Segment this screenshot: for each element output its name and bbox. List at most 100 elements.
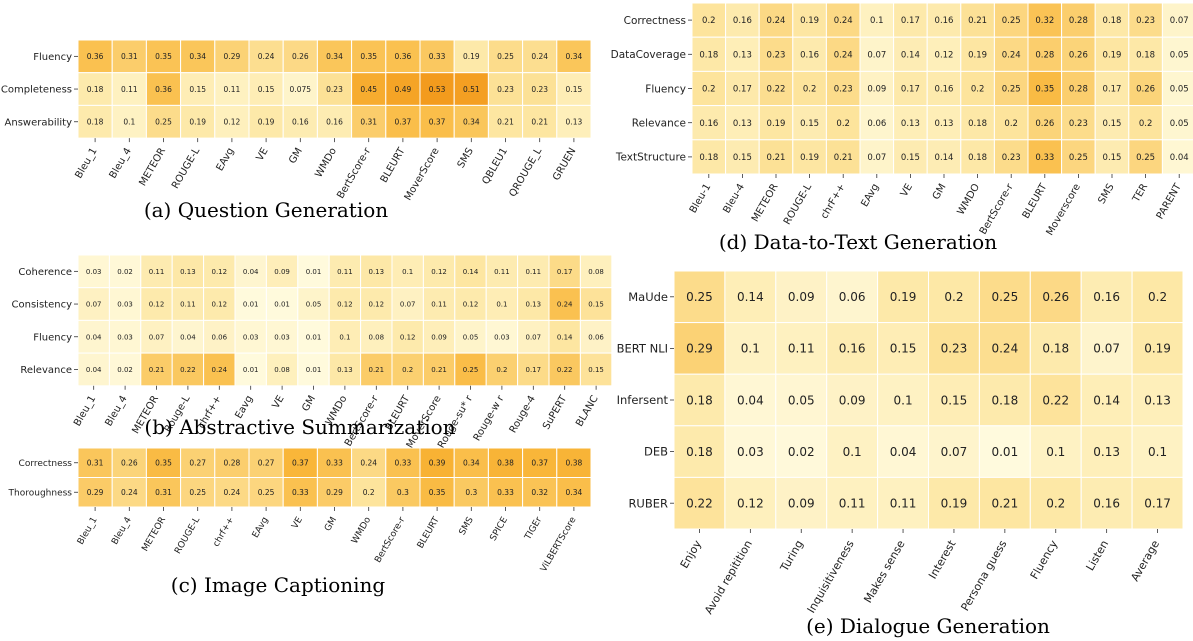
column-label: Bleu-1 (688, 182, 714, 215)
heatmap-cell (960, 36, 995, 72)
column-label: ROUGE-L (782, 182, 814, 227)
heatmap-cell (454, 352, 487, 387)
cell-value-label: 0.26 (1069, 50, 1088, 60)
column-label: Avoid repitition (702, 538, 755, 617)
heatmap-cell (1128, 105, 1163, 141)
cell-value-label: 0.2 (402, 366, 413, 374)
cell-value-label: 0.07 (149, 333, 165, 341)
cell-value-label: 0.11 (121, 85, 138, 94)
heatmap-cell (234, 254, 267, 289)
cell-value-label: 0.03 (86, 268, 102, 276)
heatmap-cell (1094, 139, 1130, 175)
column-label: MoverScore (403, 146, 442, 203)
column-label: Bleu_1 (72, 394, 98, 429)
cell-value-label: 0.08 (274, 366, 290, 374)
cell-value-label: 0.07 (526, 333, 542, 341)
cell-value-label: 0.12 (212, 268, 228, 276)
cell-value-label: 0.35 (429, 488, 446, 497)
column-label: SMS (456, 146, 476, 170)
cell-value-label: 0.21 (497, 117, 514, 126)
heatmap-cell (1029, 322, 1082, 375)
heatmap-cell (775, 476, 828, 530)
heatmap-cell (487, 477, 524, 508)
cell-value-label: 0.09 (839, 393, 866, 407)
heatmap-cell (826, 270, 879, 324)
heatmap-cell (556, 447, 592, 478)
cell-value-label: 0.24 (258, 52, 275, 61)
heatmap-cell (297, 319, 330, 354)
cell-value-label: 0.11 (839, 497, 866, 511)
cell-value-label: 0.31 (155, 488, 172, 497)
cell-value-label: 0.13 (1144, 393, 1171, 407)
cell-value-label: 0.12 (737, 497, 764, 511)
heatmap-cell (758, 70, 794, 107)
cell-value-label: 0.24 (212, 366, 228, 374)
column-label: Bleu_1 (76, 516, 100, 547)
cell-value-label: 0.24 (531, 52, 548, 61)
cell-value-label: 0.35 (360, 52, 377, 61)
cell-value-label: 0.3 (397, 488, 409, 497)
cell-value-label: 0.14 (901, 50, 920, 60)
heatmap-cell (556, 72, 592, 106)
cell-value-label: 0.19 (767, 119, 786, 129)
column-label: Persona guess (958, 538, 1009, 613)
heatmap-cell (453, 72, 489, 106)
heatmap-cell (248, 104, 284, 139)
heatmap-cell (877, 322, 929, 375)
cell-value-label: 0.13 (369, 268, 385, 276)
heatmap-cell (1080, 270, 1133, 324)
cell-value-label: 0.24 (767, 16, 786, 26)
heatmap-cell (282, 72, 318, 106)
column-label: Bleu_4 (110, 515, 134, 546)
heatmap-cell (77, 254, 110, 289)
heatmap-panel-4: 0.2 0.16 0.24 0.19 0.24 0.1 0.17 0.16 0.21 0.25 0.… (611, 2, 1193, 254)
cell-value-label: 0.38 (566, 458, 583, 467)
cell-value-label: 0.01 (306, 366, 322, 374)
heatmap-cell (1161, 2, 1193, 38)
cell-value-label: 0.07 (400, 301, 416, 309)
column-label: GM (323, 516, 339, 534)
heatmap-cell (111, 72, 147, 106)
heatmap-cell (454, 319, 487, 354)
cell-value-label: 0.2 (702, 85, 716, 95)
cell-value-label: 0.15 (733, 153, 752, 163)
cell-value-label: 0.28 (1035, 50, 1054, 60)
heatmap-cell (171, 254, 205, 289)
cell-value-label: 0.09 (867, 85, 886, 95)
cell-value-label: 0.09 (431, 333, 447, 341)
heatmap-cell (422, 254, 456, 289)
heatmap-cell (180, 447, 216, 478)
column-label: Makes sense (861, 538, 907, 605)
heatmap-cell (825, 70, 861, 107)
cell-value-label: 0.25 (1002, 16, 1021, 26)
cell-value-label: 0.21 (968, 16, 987, 26)
row-label: DataCoverage (611, 49, 686, 61)
heatmap-cell (360, 352, 393, 387)
column-label: WMDo (350, 515, 373, 546)
row-label: Infersent (617, 393, 669, 407)
heatmap-cell (792, 2, 827, 38)
cell-value-label: 0.03 (117, 301, 133, 309)
cell-value-label: 0.06 (839, 290, 866, 304)
heatmap-cell (422, 287, 456, 321)
cell-value-label: 0.2 (944, 290, 963, 304)
cell-value-label: 0.29 (686, 342, 713, 356)
heatmap-cell (826, 425, 879, 478)
heatmap-cell (758, 139, 794, 175)
cell-value-label: 0.04 (180, 333, 196, 341)
cell-value-label: 0.1 (339, 333, 350, 341)
cell-value-label: 0.07 (867, 50, 886, 60)
heatmap-cell (234, 319, 267, 354)
heatmap-cell (1029, 476, 1082, 530)
cell-value-label: 0.24 (834, 16, 853, 26)
cell-value-label: 0.1 (123, 117, 135, 126)
cell-value-label: 0.16 (326, 117, 343, 126)
row-label: Fluency (645, 83, 686, 95)
cell-value-label: 0.24 (834, 50, 853, 60)
cell-value-label: 0.01 (274, 301, 290, 309)
heatmap-cell (248, 447, 284, 478)
heatmap-cell (673, 425, 726, 478)
heatmap-cell (282, 477, 318, 508)
heatmap-cell (360, 287, 393, 321)
